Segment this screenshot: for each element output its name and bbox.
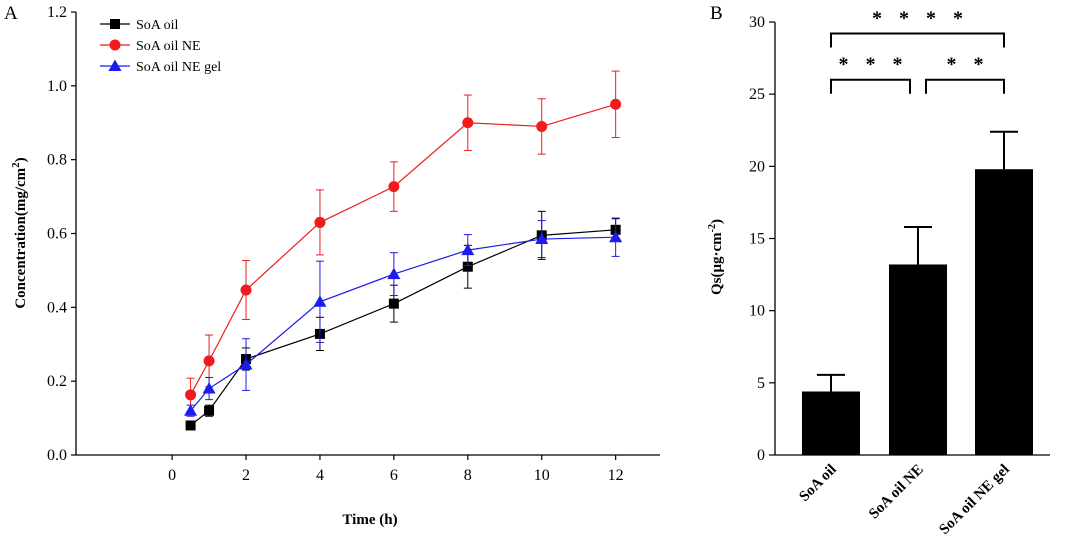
data-point [185, 389, 197, 401]
legend-label: SoA oil NE [136, 39, 201, 54]
data-point [314, 216, 326, 228]
series-soa-oil [185, 210, 621, 431]
panel-a-x-tick-label: 12 [608, 467, 624, 484]
significance-label: * * [947, 54, 990, 76]
data-point [313, 295, 327, 307]
data-point [461, 243, 475, 256]
data-point [388, 181, 400, 193]
panel-b-y-tick-label: 0 [757, 447, 765, 464]
legend-label: SoA oil NE gel [136, 60, 221, 75]
data-point [202, 382, 216, 394]
legend-marker [108, 59, 122, 71]
panel-a-y-tick-label: 0.0 [47, 447, 67, 464]
series-line [190, 103, 616, 396]
legend-marker [109, 39, 121, 51]
panel-b-y-axis-label: Qs(μg·cm-2) [707, 219, 725, 295]
panel-b-y-tick-label: 10 [749, 303, 765, 320]
panel-b-y-tick-label: 30 [749, 14, 765, 31]
data-point [535, 232, 549, 245]
panel-a-x-tick-label: 8 [464, 467, 472, 484]
data-point [204, 405, 215, 416]
panel-b-label: B [710, 3, 723, 24]
data-point [185, 420, 196, 431]
bar [975, 169, 1033, 455]
legend-marker [110, 19, 120, 29]
panel-a-x-axis-label: Time (h) [342, 512, 397, 528]
panel-a-y-tick-label: 0.4 [47, 299, 67, 316]
data-point [462, 117, 474, 129]
significance-label: * * * * [872, 8, 969, 30]
panel-a-label: A [4, 3, 18, 24]
series-soa-oil-ne [185, 70, 622, 412]
series-line [190, 236, 616, 412]
panel-a-y-tick-label: 0.6 [47, 226, 67, 243]
panel-a-y-axis-label: Concentration(mg/cm2) [10, 157, 29, 308]
panel-b-category-label: SoA oil [796, 462, 839, 505]
panel-a-x-tick-label: 10 [534, 467, 550, 484]
bar [889, 264, 947, 455]
panel-a-line-chart: A 0.0 0.2 0.4 0.6 0.8 1.0 1.2 0 2 4 6 8 10 12 Time (… [4, 3, 660, 528]
panel-b-y-tick-label: 25 [749, 86, 765, 103]
panel-b-bar-chart: B 0 5 10 15 20 25 30 * * * * * * * * * SoA oil So… [707, 3, 1050, 538]
data-point [610, 98, 622, 110]
panel-a-y-tick-label: 0.8 [47, 152, 67, 169]
panel-b-y-tick-label: 15 [749, 231, 765, 248]
panel-a-x-tick-label: 4 [316, 467, 324, 484]
data-point [462, 261, 473, 272]
data-point [609, 230, 623, 243]
panel-a-y-tick-label: 0.2 [47, 373, 67, 390]
data-point [387, 267, 401, 280]
series-soa-oil-ne-gel [184, 217, 623, 417]
data-point [184, 404, 198, 416]
data-point [240, 284, 252, 296]
significance-bracket [830, 32, 1005, 48]
panel-a-legend: SoA oil SoA oil NE SoA oil NE gel [100, 18, 221, 75]
panel-a-y-tick-label: 1.0 [47, 78, 67, 95]
panel-a-x-tick-label: 2 [242, 467, 250, 484]
data-point [388, 298, 399, 309]
series-line [190, 229, 616, 426]
data-point [536, 120, 548, 132]
data-point [239, 358, 253, 370]
significance-label: * * * [839, 54, 909, 76]
bar [802, 391, 860, 455]
panel-b-category-label: SoA oil NE [866, 462, 927, 523]
panel-a-x-tick-label: 6 [390, 467, 398, 484]
significance-bracket [830, 78, 911, 94]
data-point [203, 355, 215, 367]
panel-a-x-tick-label: 0 [168, 467, 176, 484]
panel-b-y-tick-label: 20 [749, 158, 765, 175]
panel-b-category-label: SoA oil NE gel [936, 462, 1012, 538]
panel-a-y-tick-label: 1.2 [47, 4, 67, 21]
legend-label: SoA oil [136, 18, 179, 33]
panel-b-y-tick-label: 5 [757, 375, 765, 392]
significance-bracket [925, 78, 1005, 94]
